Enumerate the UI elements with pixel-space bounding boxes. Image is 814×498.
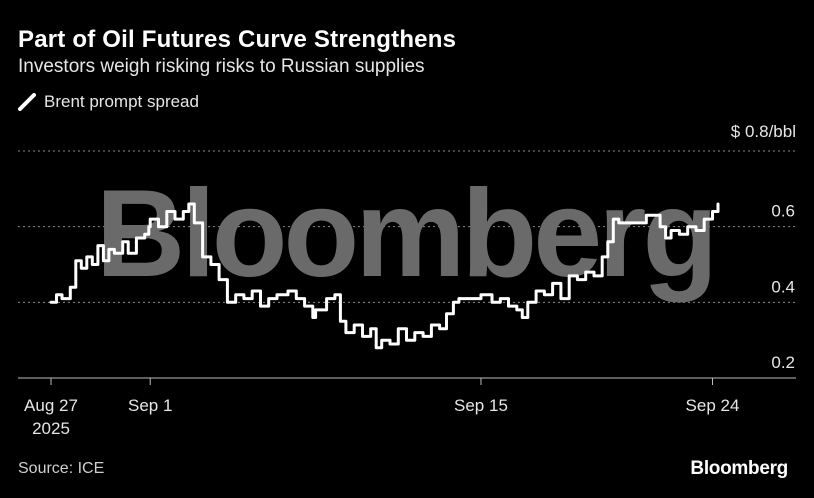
x-tick-year-label: 2025: [32, 419, 70, 438]
x-tick-label: Sep 15: [454, 396, 508, 415]
chart-title: Part of Oil Futures Curve Strengthens: [18, 26, 457, 53]
y-tick-label: 0.4: [771, 277, 795, 296]
brand-logo: Bloomberg: [690, 458, 788, 479]
chart-subtitle: Investors weigh risking risks to Russian…: [18, 56, 425, 77]
legend-swatch-icon: [18, 93, 36, 111]
series-line: [49, 202, 720, 350]
source-note: Source: ICE: [18, 460, 105, 477]
x-axis-ticks: Aug 27 2025 Sep 1 Sep 15 Sep 24: [24, 378, 739, 438]
legend-label: Brent prompt spread: [44, 92, 199, 111]
y-unit-label: $ 0.8/bbl: [730, 122, 796, 141]
y-tick-label: 0.2: [771, 353, 795, 372]
x-tick-label: Sep 24: [686, 396, 740, 415]
x-tick-label: Sep 1: [128, 396, 172, 415]
watermark: Bloomberg: [96, 165, 714, 303]
legend: Brent prompt spread: [18, 92, 199, 112]
x-tick-label: Aug 27: [24, 396, 78, 415]
series-group: [49, 202, 720, 350]
y-tick-label: 0.6: [771, 202, 795, 221]
y-axis-labels: 0.2 0.4 0.6: [771, 202, 795, 372]
